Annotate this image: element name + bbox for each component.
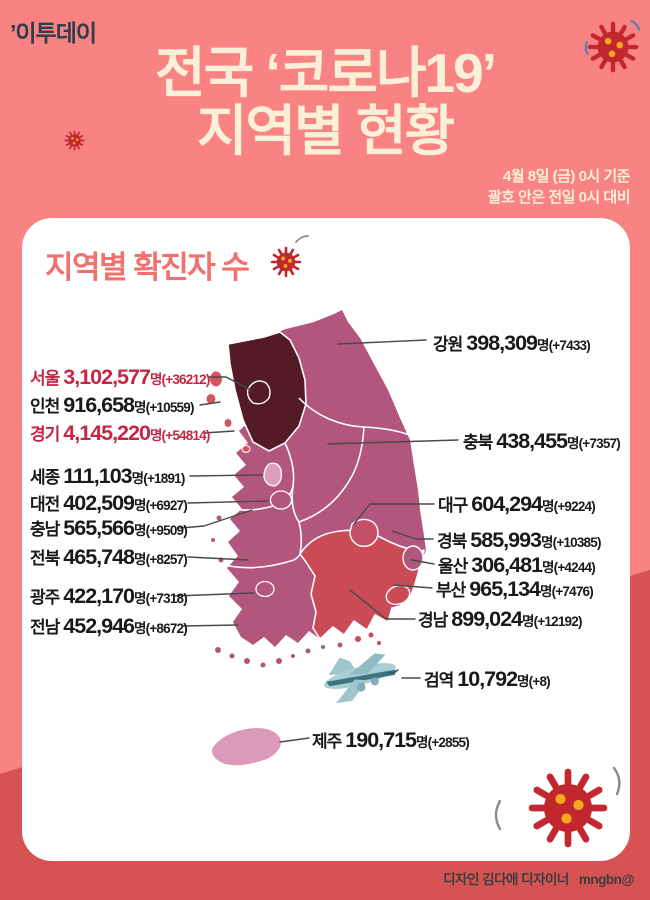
region-label-jeonbuk: 전북 465,748 명(+8257)	[30, 545, 188, 569]
map-region-incheon	[205, 370, 251, 454]
map-region-seoul	[246, 380, 271, 405]
date-note-line1: 4월 8일 (금) 0시 기준	[503, 168, 631, 185]
map-region-daegu	[349, 518, 379, 548]
map-region-daejeon	[269, 490, 293, 510]
region-label-jeju: 제주 190,715 명(+2855)	[312, 728, 470, 752]
region-label-seoul: 서울 3,102,577 명(+36212)	[30, 365, 210, 389]
region-label-gangwon: 강원 398,309 명(+7433)	[433, 331, 591, 355]
page-title-line1: 전국 ‘코로나19’	[154, 42, 497, 104]
map-islands	[211, 515, 343, 668]
designer-name: 디자인 김다애 디자이너	[443, 872, 569, 887]
designer-credit: 디자인 김다애 디자이너 mngbn@	[443, 868, 634, 888]
map-region-busan	[385, 584, 411, 606]
designer-contact: mngbn@	[578, 872, 635, 887]
region-label-daejeon: 대전 402,509 명(+6927)	[30, 491, 188, 515]
map-region-ulsan	[402, 545, 424, 571]
region-label-jeonnam: 전남 452,946 명(+8672)	[30, 614, 188, 638]
region-label-incheon: 인천 916,658 명(+10559)	[30, 393, 194, 417]
airplane-icon	[324, 653, 399, 704]
region-label-chungnam: 충남 565,566 명(+9509)	[30, 516, 188, 540]
date-note-line2: 괄호 안은 전일 0시 대비	[487, 189, 631, 206]
map-region-gwangju	[255, 580, 275, 598]
region-label-busan: 부산 965,134 명(+7476)	[436, 577, 594, 601]
region-label-gwangju: 광주 422,170 명(+7318)	[30, 584, 188, 608]
connector-lines	[173, 339, 459, 743]
region-label-chungbuk: 충북 438,455 명(+7357)	[463, 429, 621, 453]
date-note: 4월 8일 (금) 0시 기준 괄호 안은 전일 0시 대비	[487, 166, 631, 208]
map-region-sejong	[263, 462, 283, 487]
korea-map	[173, 235, 621, 861]
region-label-quarantine: 검역 10,792 명(+8)	[424, 667, 551, 691]
region-label-sejong: 세종 111,103 명(+1891)	[30, 464, 185, 488]
card-heading: 지역별 확진자 수	[45, 250, 250, 285]
region-label-gyeongbuk: 경북 585,993 명(+10385)	[437, 528, 601, 552]
virus-icon	[584, 19, 641, 76]
map-region-gyeongnam	[299, 529, 425, 640]
region-label-daegu: 대구 604,294 명(+9224)	[438, 492, 596, 516]
page-title-line2: 지역별 현황	[196, 100, 455, 163]
map-card: 지역별 확진자 수	[22, 218, 630, 861]
etoday-logo: ʼ이투데이	[10, 20, 97, 46]
map-islands-red	[355, 632, 381, 645]
region-label-gyeongnam: 경남 899,024 명(+12192)	[418, 607, 582, 631]
region-label-gyeonggi: 경기 4,145,220 명(+54814)	[30, 421, 210, 445]
region-label-ulsan: 울산 306,481 명(+4244)	[438, 553, 596, 577]
page-title: 전국 ‘코로나19’ 지역별 현황	[0, 44, 650, 161]
map-province-borders	[217, 397, 413, 569]
map-region-jeju	[211, 728, 281, 766]
virus-icon-heading	[270, 235, 309, 278]
virus-icon-large	[494, 766, 621, 844]
